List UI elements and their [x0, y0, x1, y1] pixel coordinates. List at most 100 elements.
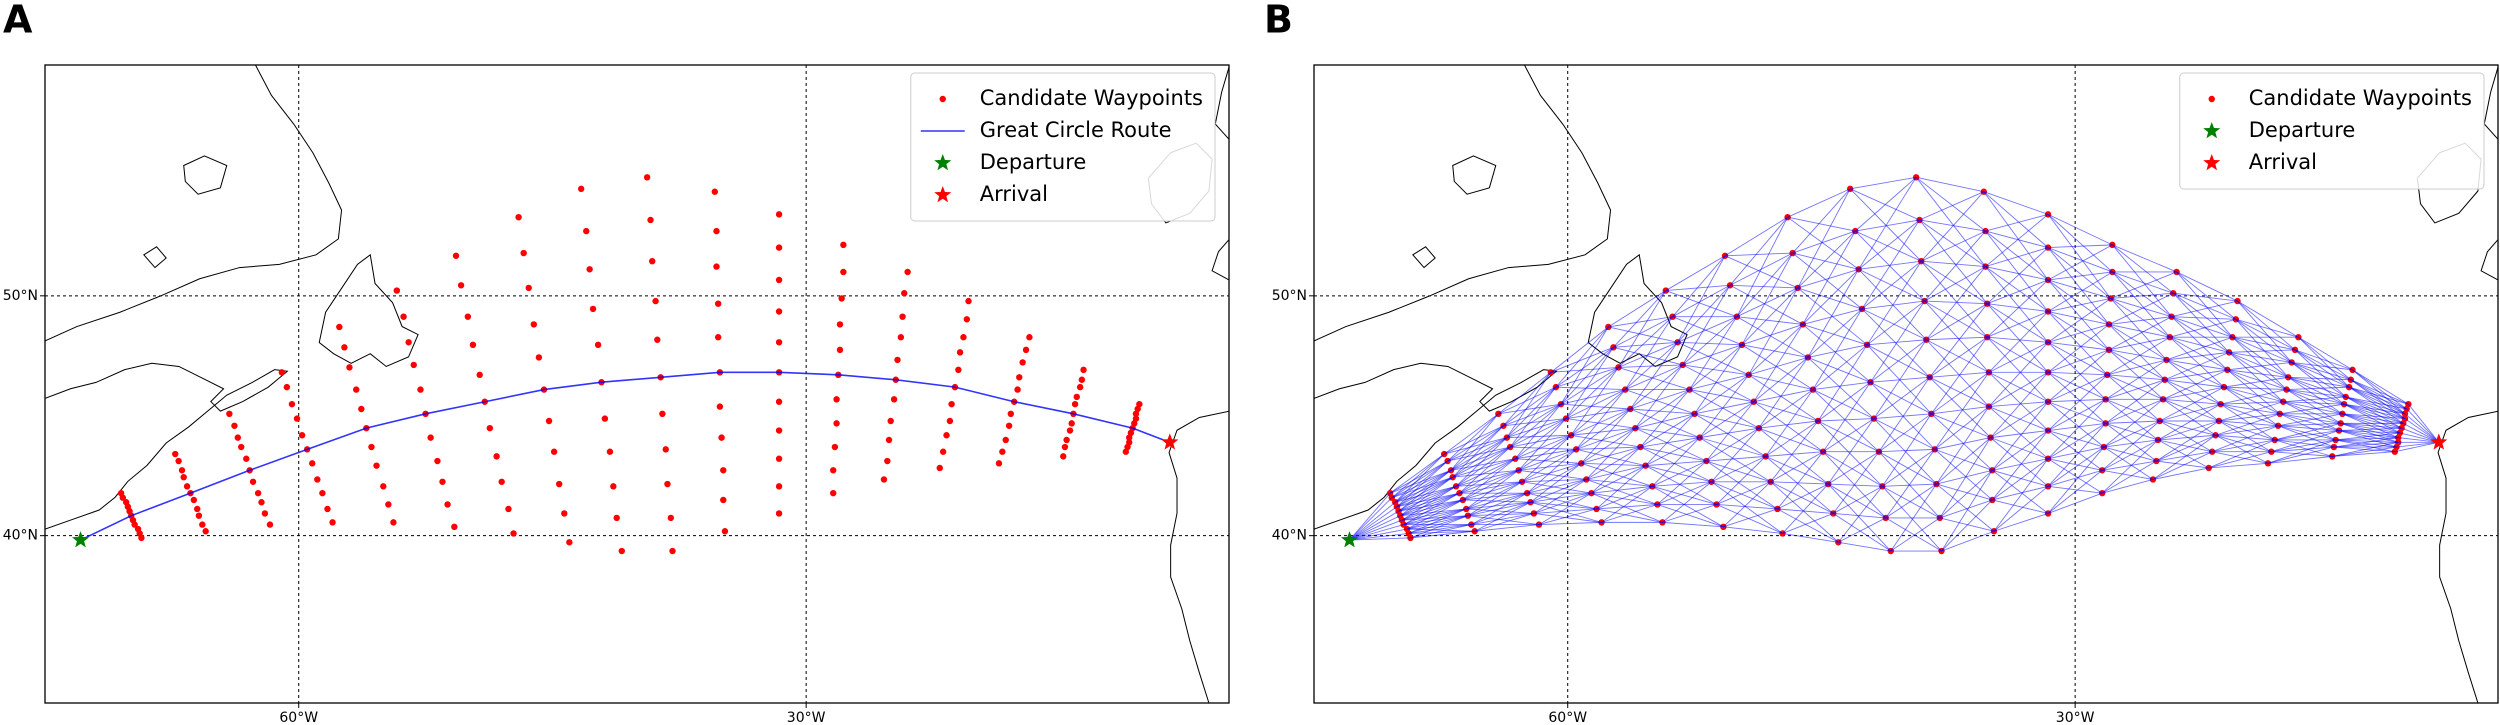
edge: [2047, 430, 2105, 448]
edge: [1828, 483, 1883, 487]
edge: [2047, 244, 2113, 281]
edge: [1672, 316, 1743, 346]
edge: [1861, 260, 1922, 310]
edge: [1474, 524, 1540, 532]
edge: [1518, 462, 1582, 471]
waypoint: [840, 268, 847, 276]
edge: [1985, 247, 2049, 268]
waypoint: [358, 405, 365, 413]
waypoint: [583, 227, 590, 235]
edge: [2047, 311, 2108, 376]
waypoint: [410, 361, 417, 369]
edge: [1817, 344, 1868, 422]
x-tick-label: 30°W: [787, 710, 826, 725]
edge: [1466, 501, 1531, 510]
edge: [1716, 504, 1778, 510]
edge: [1858, 268, 1927, 341]
waypoint: [202, 528, 209, 535]
x-tick-label: 60°W: [1548, 710, 1587, 725]
edge: [2291, 361, 2353, 371]
edge: [2218, 413, 2280, 422]
edge: [1822, 418, 1875, 453]
edge: [1580, 408, 1631, 464]
waypoint: [939, 448, 947, 455]
edge: [1455, 458, 1516, 487]
edge: [1645, 437, 1700, 467]
edge: [1730, 284, 1798, 289]
edge: [1652, 460, 1707, 487]
star-marker: [2430, 433, 2448, 450]
waypoint: [999, 448, 1006, 455]
edge: [1986, 303, 2049, 373]
waypoint: [956, 349, 964, 356]
edge: [2335, 439, 2395, 453]
edge: [1807, 357, 1875, 419]
edge: [1456, 481, 1523, 487]
waypoint: [180, 473, 187, 481]
edge: [1936, 437, 1991, 485]
edge: [1652, 485, 1724, 528]
edge: [1408, 524, 1472, 534]
edge: [1855, 230, 1922, 262]
edge: [1625, 389, 1695, 415]
waypoint: [894, 356, 901, 364]
edge: [2228, 352, 2284, 403]
edge: [1758, 427, 1829, 485]
edge: [1924, 230, 1986, 302]
edge: [2108, 324, 2167, 361]
legend: Candidate Waypoints Departure Arrival: [2179, 72, 2485, 190]
edge: [1450, 413, 1499, 471]
waypoint: [400, 313, 407, 320]
edge: [1849, 188, 1922, 262]
waypoint: [965, 297, 972, 305]
edge: [1618, 316, 1673, 368]
edge: [1630, 389, 1690, 410]
edge: [2047, 430, 2103, 471]
edge: [1985, 266, 2049, 281]
waypoint: [172, 450, 179, 458]
waypoint: [278, 369, 285, 376]
edge: [1931, 413, 1991, 439]
edge: [1729, 216, 1788, 286]
edge: [1665, 290, 1738, 318]
edge: [1403, 515, 1468, 526]
edge: [1400, 492, 1460, 517]
edge: [1724, 255, 1798, 289]
edge: [2105, 379, 2166, 424]
edge: [1533, 508, 1597, 514]
waypoint: [515, 213, 522, 221]
waypoint: [119, 494, 127, 501]
edge: [1985, 230, 2049, 312]
waypoint: [1022, 346, 1030, 354]
edge: [1699, 401, 1755, 438]
waypoint: [1066, 427, 1074, 434]
edge: [1990, 430, 2049, 439]
edge: [1812, 344, 1868, 390]
edge: [1985, 266, 2049, 312]
edge: [1538, 492, 1592, 525]
edge: [2223, 386, 2284, 403]
edge: [2108, 316, 2172, 325]
edge: [1591, 465, 1646, 494]
waypoint: [1078, 376, 1086, 383]
edge: [1924, 300, 1988, 338]
edge: [1802, 323, 1868, 346]
waypoint: [234, 434, 242, 441]
edge: [2047, 341, 2106, 400]
waypoint: [586, 266, 593, 273]
legend-dot: [939, 95, 946, 103]
edge: [2164, 369, 2228, 381]
edge: [2220, 403, 2279, 427]
edge: [2294, 349, 2350, 388]
waypoint: [561, 510, 568, 517]
edge: [2227, 361, 2292, 371]
waypoint: [664, 480, 671, 488]
edge: [2332, 451, 2395, 457]
edge: [1682, 316, 1738, 366]
edge: [1777, 508, 1834, 514]
edge: [1988, 371, 2049, 403]
legend-box: [910, 72, 1216, 222]
waypoint: [283, 383, 291, 391]
edge: [2103, 420, 2160, 448]
edge: [2348, 386, 2406, 415]
